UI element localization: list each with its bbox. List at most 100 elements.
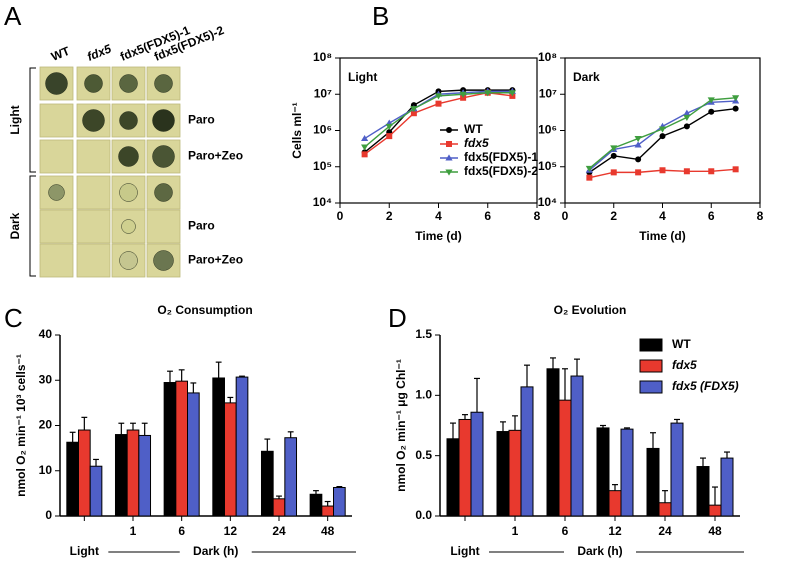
marker	[634, 136, 642, 143]
colony	[152, 109, 175, 132]
x-tick-label: 8	[757, 209, 764, 223]
group-label: Light	[8, 105, 22, 134]
marker	[610, 152, 617, 159]
plate-spot	[146, 209, 181, 244]
x-axis-label: Time (d)	[415, 229, 461, 243]
marker	[683, 123, 690, 130]
plate-spot	[39, 103, 74, 138]
bar	[321, 505, 335, 517]
y-tick-label: 10⁶	[313, 123, 332, 137]
bar	[138, 434, 152, 517]
panel-label: D	[388, 303, 407, 333]
x-tick-label: 48	[708, 524, 722, 538]
bar	[212, 377, 225, 517]
bar	[670, 422, 684, 517]
legend-label: fdx5 (FDX5)	[672, 379, 739, 393]
plate-spot	[76, 209, 111, 244]
marker	[361, 134, 369, 142]
bar	[309, 493, 323, 517]
marker	[610, 169, 617, 176]
colony	[118, 146, 139, 167]
legend-label: WT	[672, 337, 691, 351]
x-tick-label: 1	[512, 524, 519, 538]
x-group-label: Light	[70, 544, 99, 558]
legend-label: fdx5	[672, 358, 697, 372]
bar	[658, 502, 672, 517]
x-tick-label: 2	[386, 209, 393, 223]
marker	[708, 108, 715, 115]
chart-title: O₂ Evolution	[554, 303, 627, 317]
bar	[708, 504, 722, 517]
series-line	[588, 107, 736, 173]
legend-label: fdx5(FDX5)-2	[464, 164, 538, 178]
row-label: Paro+Zeo	[188, 253, 243, 267]
bar	[77, 429, 91, 517]
y-tick-label: 0	[45, 508, 52, 522]
colony	[119, 111, 138, 130]
bar	[175, 380, 189, 517]
x-tick-label: 6	[484, 209, 491, 223]
bar	[570, 375, 584, 517]
y-tick-label: 10⁶	[538, 123, 557, 137]
column-header: fdx5	[85, 41, 113, 63]
bar	[235, 376, 249, 517]
y-tick-label: 1.5	[415, 327, 432, 341]
bar	[272, 498, 286, 517]
marker	[708, 168, 715, 175]
marker	[435, 100, 442, 107]
colony	[154, 183, 173, 202]
x-tick-label: 4	[435, 209, 442, 223]
x-tick-label: 24	[658, 524, 672, 538]
x-tick-label: 6	[562, 524, 569, 538]
row-label: Paro	[188, 219, 215, 233]
x-tick-label: 1	[130, 524, 137, 538]
plate-spot	[146, 243, 181, 278]
bracket	[29, 67, 36, 173]
plate-spot	[39, 139, 74, 174]
y-tick-label: 10⁷	[539, 86, 557, 100]
bar	[163, 382, 177, 517]
bar	[546, 368, 560, 517]
y-tick-label: 10	[39, 463, 53, 477]
plate-spot	[76, 139, 111, 174]
bar	[333, 486, 346, 517]
legend-swatch	[639, 338, 663, 352]
marker	[659, 133, 666, 140]
colony	[45, 72, 68, 95]
marker	[484, 90, 492, 97]
y-axis-label: nmol O₂ min⁻¹ μg Chl⁻¹	[394, 359, 408, 492]
marker	[610, 145, 618, 152]
marker	[459, 91, 467, 98]
bar	[696, 466, 710, 517]
bar	[520, 386, 534, 517]
bar	[223, 402, 237, 517]
bar	[284, 437, 298, 517]
colony	[154, 74, 173, 93]
marker	[410, 110, 417, 117]
chart-title: O₂ Consumption	[157, 303, 252, 317]
marker	[707, 97, 715, 104]
x-group-label: Dark (h)	[193, 544, 238, 558]
bar	[446, 438, 460, 517]
marker	[385, 123, 393, 130]
bar	[470, 411, 484, 517]
bar	[608, 490, 622, 517]
panel-label: B	[372, 1, 389, 31]
bar	[89, 465, 103, 517]
x-tick-label: 6	[178, 524, 185, 538]
row-label: Paro+Zeo	[188, 149, 243, 163]
marker	[586, 174, 593, 181]
bar	[260, 450, 274, 517]
marker	[446, 141, 452, 147]
panel-label: C	[4, 303, 23, 333]
column-header: WT	[49, 44, 72, 64]
marker	[585, 165, 593, 173]
colony	[119, 74, 138, 93]
colony	[119, 251, 138, 270]
y-tick-label: 40	[39, 327, 53, 341]
colony	[82, 109, 105, 132]
marker	[635, 156, 642, 163]
legend-label: fdx5	[464, 136, 489, 150]
bar	[66, 441, 79, 517]
